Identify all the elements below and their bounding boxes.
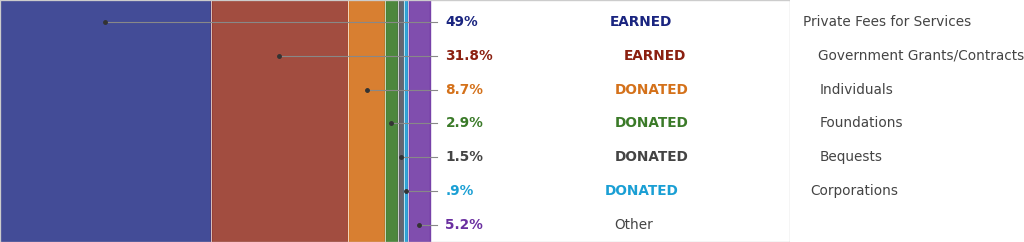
Text: Private Fees for Services: Private Fees for Services	[803, 15, 971, 29]
Text: 1.5%: 1.5%	[445, 150, 483, 164]
Text: Bequests: Bequests	[819, 150, 883, 164]
Text: 49%: 49%	[445, 15, 478, 29]
Text: DONATED: DONATED	[605, 184, 679, 198]
Bar	[348, 0, 385, 242]
Text: .9%: .9%	[445, 184, 474, 198]
Text: Other: Other	[614, 218, 653, 232]
Bar	[385, 0, 397, 242]
Bar	[404, 0, 408, 242]
Text: EARNED: EARNED	[625, 49, 686, 63]
Text: Foundations: Foundations	[819, 116, 903, 130]
Text: DONATED: DONATED	[614, 83, 688, 97]
Text: Corporations: Corporations	[810, 184, 898, 198]
Text: Individuals: Individuals	[819, 83, 893, 97]
Text: DONATED: DONATED	[614, 150, 688, 164]
Bar	[211, 0, 348, 242]
Text: 8.7%: 8.7%	[445, 83, 483, 97]
Text: 31.8%: 31.8%	[445, 49, 493, 63]
Text: 5.2%: 5.2%	[445, 218, 483, 232]
Text: Government Grants/Contracts: Government Grants/Contracts	[817, 49, 1024, 63]
Bar	[408, 0, 430, 242]
Text: DONATED: DONATED	[614, 116, 688, 130]
Text: EARNED: EARNED	[609, 15, 672, 29]
Bar	[0, 0, 211, 242]
Text: 2.9%: 2.9%	[445, 116, 483, 130]
Bar	[397, 0, 404, 242]
